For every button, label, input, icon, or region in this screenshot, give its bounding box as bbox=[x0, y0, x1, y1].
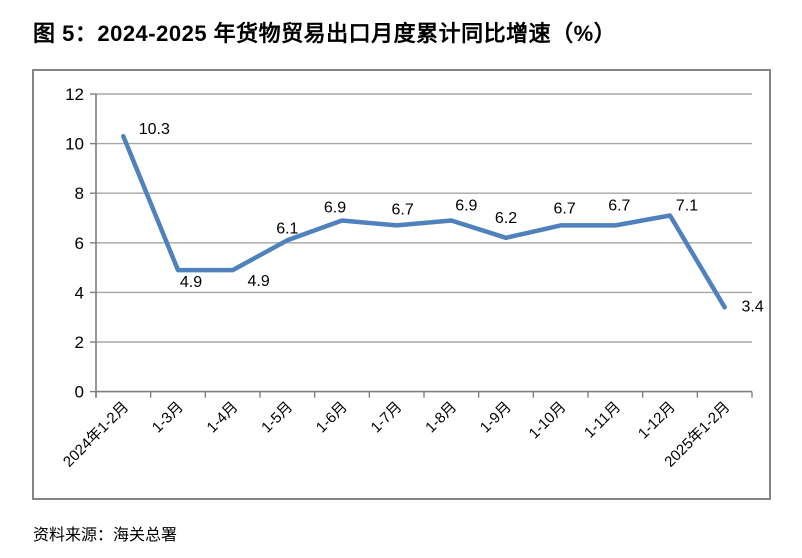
figure-title: 图 5：2024-2025 年货物贸易出口月度累计同比增速（%） bbox=[33, 21, 617, 46]
data-label: 6.1 bbox=[276, 220, 298, 237]
data-label: 6.2 bbox=[495, 210, 517, 227]
y-tick-label: 0 bbox=[75, 383, 84, 402]
y-tick-label: 8 bbox=[75, 184, 84, 203]
x-tick-label: 1-5月 bbox=[258, 398, 296, 436]
x-tick-label: 1-11月 bbox=[581, 398, 624, 441]
data-label: 3.4 bbox=[742, 298, 764, 315]
x-tick-label: 1-12月 bbox=[635, 398, 679, 442]
x-tick-label: 2024年1-2月 bbox=[60, 398, 132, 470]
data-label: 6.7 bbox=[554, 200, 576, 217]
data-label: 6.9 bbox=[324, 199, 346, 216]
data-label: 4.9 bbox=[248, 273, 270, 290]
y-tick-label: 4 bbox=[75, 283, 84, 302]
data-label: 7.1 bbox=[676, 198, 698, 215]
y-tick-label: 2 bbox=[75, 333, 84, 352]
x-tick-label: 1-8月 bbox=[422, 398, 460, 436]
x-tick-label: 1-9月 bbox=[477, 398, 515, 436]
x-tick-label: 1-10月 bbox=[526, 398, 570, 442]
chart-area: 0 2 4 6 8 10 12 2024年1-2月 1-3月 1-4月 1-5月 1-6月 1-7月 1-… bbox=[32, 69, 771, 500]
chart-svg: 0 2 4 6 8 10 12 2024年1-2月 1-3月 1-4月 1-5月 1-6月 1-7月 1-… bbox=[60, 85, 764, 471]
data-label: 6.9 bbox=[455, 197, 477, 214]
y-tick-label: 6 bbox=[75, 234, 84, 253]
x-tick-label: 1-4月 bbox=[204, 398, 242, 436]
x-tick-label: 1-7月 bbox=[368, 398, 406, 436]
data-label: 4.9 bbox=[180, 274, 202, 291]
y-tick-label: 12 bbox=[65, 85, 84, 104]
data-label: 6.7 bbox=[392, 201, 414, 218]
x-tick-label: 1-6月 bbox=[313, 398, 351, 436]
data-label: 10.3 bbox=[139, 121, 170, 138]
source-note: 资料来源：海关总署 bbox=[33, 527, 178, 544]
y-tick-label: 10 bbox=[65, 135, 84, 154]
series-line bbox=[121, 133, 727, 310]
data-label: 6.7 bbox=[608, 197, 630, 214]
x-tick-label: 1-3月 bbox=[149, 398, 187, 436]
